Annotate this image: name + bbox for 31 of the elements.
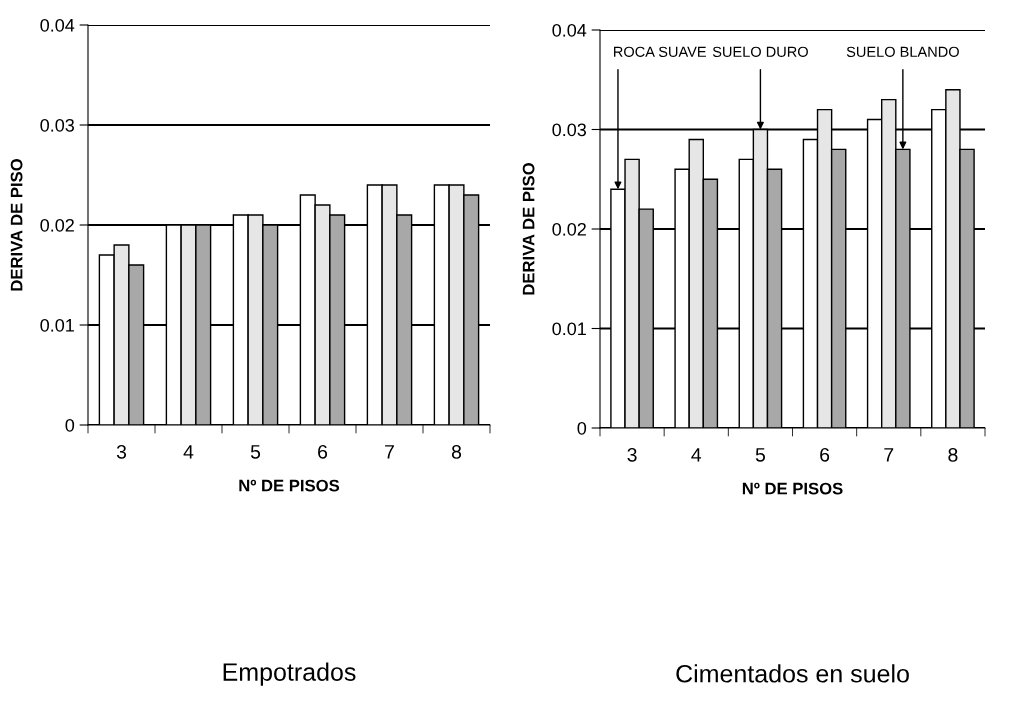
y-tick-label: 0.04: [40, 18, 75, 32]
y-tick-label: 0: [65, 418, 75, 432]
y-tick-label: 0: [577, 421, 587, 435]
x-tick-label: 3: [627, 447, 637, 462]
x-axis-title: Nº DE PISOS: [239, 479, 340, 492]
y-tick-label: 0.02: [40, 218, 74, 232]
x-tick-label: 3: [116, 444, 127, 459]
x-tick-label: 8: [451, 444, 462, 459]
x-tick-label: 7: [884, 448, 894, 462]
text: SUELO DURO: [712, 46, 808, 57]
x-tick-label: 6: [820, 447, 830, 462]
x-axis-title: Nº DE PISOS: [742, 482, 843, 495]
x-tick-label: 8: [948, 447, 958, 462]
text: Empotrados: [223, 662, 356, 686]
text: Cimentados en suelo: [676, 664, 909, 683]
y-tick-label: 0.03: [552, 123, 587, 137]
x-tick-label: 4: [183, 445, 194, 459]
x-tick-label: 6: [318, 444, 328, 459]
x-tick-label: 5: [250, 445, 261, 459]
text: ROCA SUAVE: [614, 46, 706, 57]
text: SUELO BLANDO: [846, 46, 959, 57]
y-tick-label: 0.03: [40, 118, 75, 132]
y-tick-label: 0.04: [552, 23, 587, 37]
x-tick-label: 7: [385, 445, 394, 459]
y-tick-label: 0.01: [552, 322, 586, 336]
y-axis-title: DERIVA DE PISO: [522, 163, 535, 295]
x-tick-label: 5: [755, 448, 766, 462]
y-tick-label: 0.02: [552, 222, 586, 236]
y-tick-label: 0.01: [40, 318, 74, 332]
x-tick-label: 4: [691, 448, 702, 462]
y-axis-title: DERIVA DE PISO: [10, 159, 23, 291]
